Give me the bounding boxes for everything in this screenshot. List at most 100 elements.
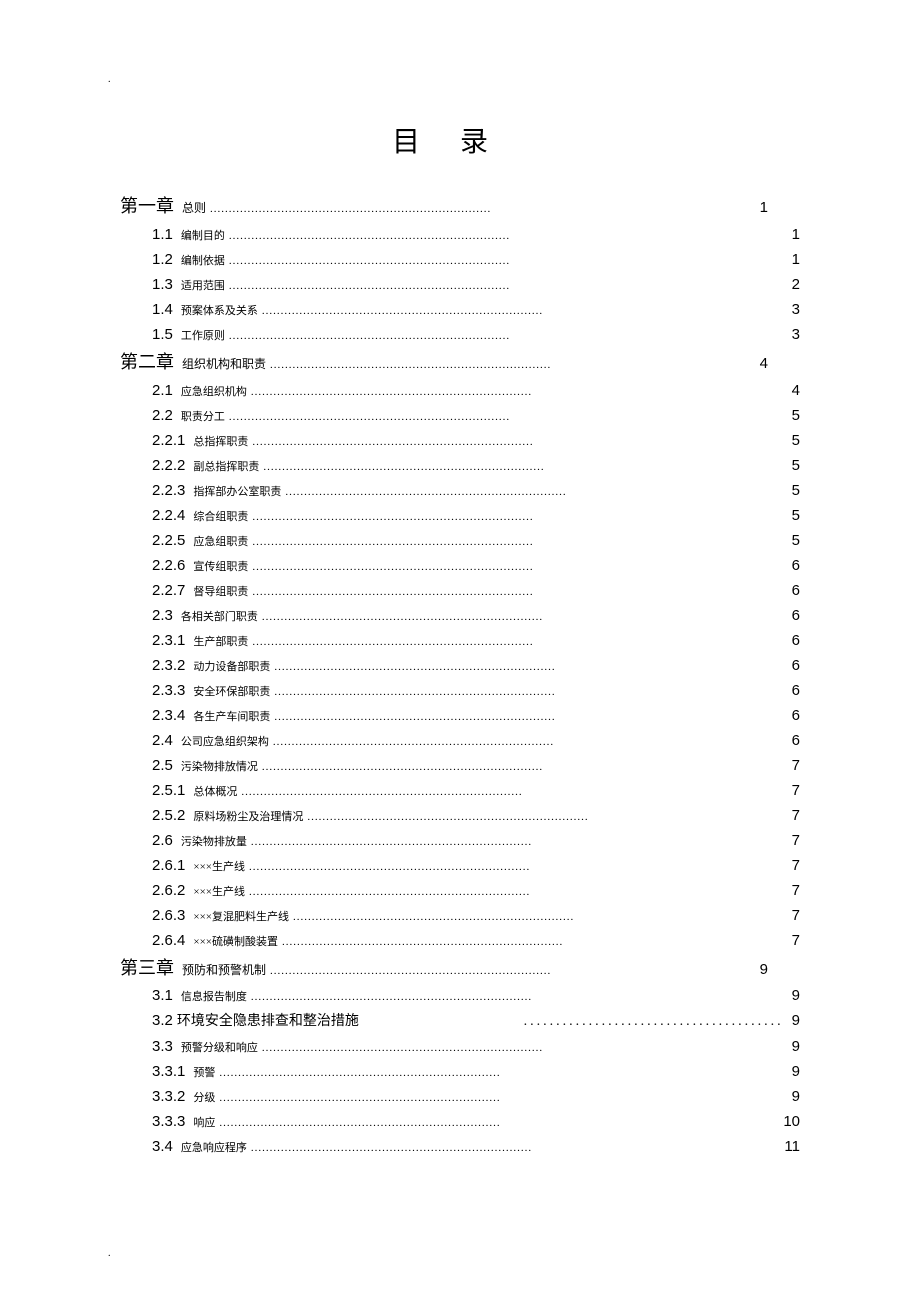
toc-entry: 2.3.1生产部职责..............................… (120, 629, 800, 653)
toc-section-num: 2.3 (152, 604, 173, 628)
toc-leader-dots: ........................................… (245, 859, 530, 877)
toc-section-label: 编制目的 (179, 228, 225, 246)
toc-page-num: 6 (784, 729, 800, 753)
toc-section-label: 应急响应程序 (179, 1140, 247, 1158)
toc-section-num: 2.2 (152, 404, 173, 428)
toc-section-label: 预警分级和响应 (179, 1040, 258, 1058)
toc-page-num: 7 (784, 929, 800, 953)
toc-section-label: 总指挥职责 (191, 434, 248, 452)
toc-section-num: 3.3.3 (152, 1110, 185, 1134)
toc-section-num: 1.4 (152, 298, 173, 322)
toc-section-label: 污染物排放量 (179, 834, 247, 852)
toc-section-label: 响应 (191, 1115, 215, 1133)
toc-entry: 2.2职责分工.................................… (120, 404, 800, 428)
toc-page-num: 4 (784, 379, 800, 403)
toc-leader-dots: ........................................… (225, 409, 510, 427)
toc-leader-dots: ........................................ (359, 1011, 784, 1033)
toc-leader-dots: ........................................… (247, 834, 532, 852)
toc-leader-dots: ........................................… (259, 459, 544, 477)
toc-section-label: 信息报告制度 (179, 989, 247, 1007)
toc-chapter-num: 第一章 (120, 192, 174, 221)
page-marker-top: . (108, 74, 111, 85)
toc-entry: 2.5.2原料场粉尘及治理情况.........................… (120, 804, 800, 828)
toc-section-num: 3.4 (152, 1135, 173, 1159)
toc-page-num: 1 (752, 196, 800, 220)
toc-section-num: 2.2.6 (152, 554, 185, 578)
toc-entry: 第一章总则...................................… (120, 192, 800, 221)
toc-leader-dots: ........................................… (289, 909, 574, 927)
toc-section-label: 各相关部门职责 (179, 609, 258, 627)
toc-page-num: 9 (784, 1085, 800, 1109)
toc-section-num: 2.3.2 (152, 654, 185, 678)
toc-leader-dots: ........................................… (278, 934, 563, 952)
toc-entry: 第二章组织机构和职责..............................… (120, 348, 800, 377)
toc-section-num: 2.4 (152, 729, 173, 753)
toc-section-num: 2.2.2 (152, 454, 185, 478)
toc-entry: 3.1信息报告制度...............................… (120, 984, 800, 1008)
toc-chapter-num: 第二章 (120, 348, 174, 377)
toc-entry: 1.1编制目的.................................… (120, 223, 800, 247)
toc-page-num: 11 (776, 1135, 800, 1159)
toc-leader-dots: ........................................… (270, 659, 555, 677)
toc-entry: 1.4预案体系及关系..............................… (120, 298, 800, 322)
toc-section-label: ×××硫磺制酸装置 (191, 934, 278, 952)
toc-leader-dots: ........................................… (247, 384, 532, 402)
toc-section-label: ×××生产线 (191, 859, 245, 877)
toc-page-num: 5 (784, 479, 800, 503)
toc-page-num: 7 (784, 829, 800, 853)
toc-page-num: 7 (784, 854, 800, 878)
toc-page-num: 6 (784, 554, 800, 578)
toc-section-num: 2.5 (152, 754, 173, 778)
toc-chapter-label: 总则 (180, 199, 206, 218)
toc-leader-dots: ........................................… (270, 709, 555, 727)
toc-entry: 2.6.2×××生产线.............................… (120, 879, 800, 903)
toc-leader-dots: ........................................… (269, 734, 554, 752)
toc-page-num: 7 (784, 904, 800, 928)
toc-entry: 2.2.5应急组职责..............................… (120, 529, 800, 553)
toc-section-num: 2.2.1 (152, 429, 185, 453)
toc-leader-dots: ........................................… (247, 1140, 532, 1158)
toc-section-num: 2.2.7 (152, 579, 185, 603)
toc-entry: 2.2.7督导组职责..............................… (120, 579, 800, 603)
toc-page-num: 7 (784, 754, 800, 778)
toc-section-label: 污染物排放情况 (179, 759, 258, 777)
toc-entry: 2.1应急组织机构...............................… (120, 379, 800, 403)
toc-section-label: 指挥部办公室职责 (191, 484, 281, 502)
toc-chapter-num: 第三章 (120, 954, 174, 983)
toc-section-label: 总体概况 (191, 784, 237, 802)
toc-section-label: 预警 (191, 1065, 215, 1083)
toc-leader-dots: ........................................… (258, 759, 543, 777)
toc-section-label: 原料场粉尘及治理情况 (191, 809, 303, 827)
toc-leader-dots: ........................................… (248, 509, 533, 527)
toc-section-num: 2.6.4 (152, 929, 185, 953)
toc-entry: 2.2.6宣传组职责..............................… (120, 554, 800, 578)
toc-section-num: 2.2.5 (152, 529, 185, 553)
toc-entry: 2.6.1×××生产线.............................… (120, 854, 800, 878)
toc-section-label: 编制依据 (179, 253, 225, 271)
toc-leader-dots: ........................................… (215, 1090, 500, 1108)
toc-section-num: 1.3 (152, 273, 173, 297)
toc-page-num: 7 (784, 779, 800, 803)
toc-leader-dots: ........................................… (303, 809, 588, 827)
toc-leader-dots: ........................................… (237, 784, 522, 802)
toc-entry: 3.3.1预警.................................… (120, 1060, 800, 1084)
toc-chapter-label: 预防和预警机制 (180, 961, 266, 980)
toc-page-num: 6 (784, 629, 800, 653)
toc-leader-dots: ........................................… (225, 328, 510, 346)
toc-entry: 2.4公司应急组织架构.............................… (120, 729, 800, 753)
toc-page-num: 4 (752, 352, 800, 376)
toc-section-label: 分级 (191, 1090, 215, 1108)
toc-entry: 2.6.4 ×××硫磺制酸装置..........................… (120, 929, 800, 953)
toc-entry: 3.2环境安全隐患排查和整治措施........................… (120, 1009, 800, 1033)
toc-section-label: ×××生产线 (191, 884, 245, 902)
toc-entry: 1.3适用范围.................................… (120, 273, 800, 297)
toc-page-num: 9 (784, 1060, 800, 1084)
toc-leader-dots: ........................................… (247, 989, 532, 1007)
toc-section-label: 适用范围 (179, 278, 225, 296)
toc-page-num: 6 (784, 604, 800, 628)
toc-page-num: 7 (784, 879, 800, 903)
toc-chapter-label: 组织机构和职责 (180, 355, 266, 374)
toc-section-num: 2.5.1 (152, 779, 185, 803)
toc-section-num: 1.2 (152, 248, 173, 272)
toc-leader-dots: ........................................… (248, 584, 533, 602)
